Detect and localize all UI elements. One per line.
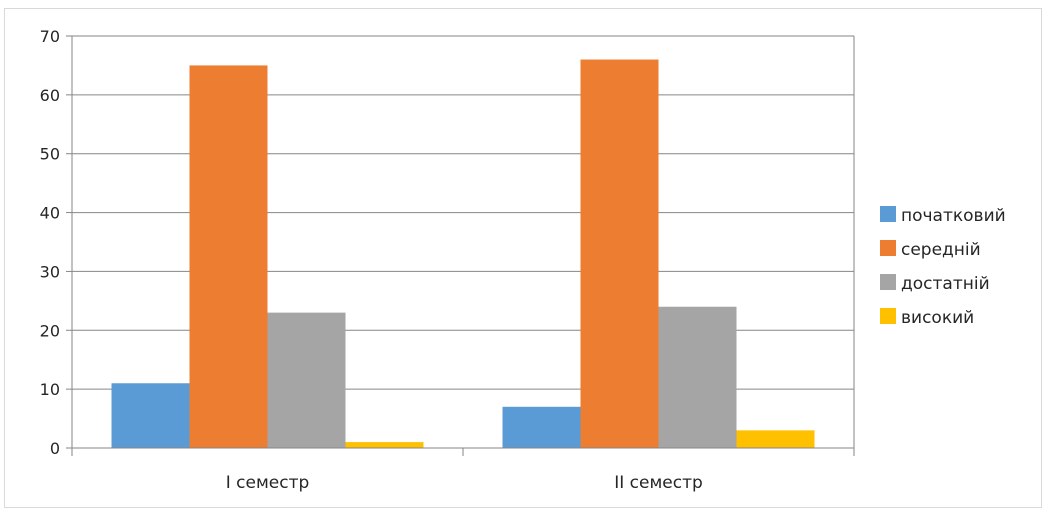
y-tick-label: 10 [40, 380, 60, 399]
y-tick-label: 20 [40, 321, 60, 340]
y-tick-label: 40 [40, 204, 60, 223]
bar-середній-1 [189, 65, 268, 448]
legend-label-початковий: початковий [901, 206, 1006, 226]
bar-високий-2 [736, 430, 815, 448]
y-tick-label: 50 [40, 145, 60, 164]
y-tick-label: 0 [50, 439, 60, 458]
y-tick-label: 30 [40, 262, 60, 281]
axes [71, 36, 855, 456]
legend-swatch-достатній [880, 274, 896, 290]
legend-swatch-високий [880, 308, 896, 324]
legend: початковий середній достатній високий [880, 206, 1006, 328]
x-axis-categories: I семестр II семестр [226, 473, 703, 493]
bar-достатній-1 [267, 312, 346, 448]
legend-swatch-середній [880, 240, 896, 256]
category-label-2: II семестр [614, 473, 703, 493]
bar-початковий-2 [502, 406, 581, 448]
bar-середній-2 [580, 59, 659, 449]
legend-label-високий: високий [901, 308, 974, 328]
legend-label-середній: середній [901, 240, 981, 260]
legend-swatch-початковий [880, 206, 896, 222]
gridlines [72, 35, 854, 390]
legend-label-достатній: достатній [901, 274, 990, 294]
bar-високий-1 [345, 442, 424, 448]
y-tick-label: 60 [40, 86, 60, 105]
y-axis-ticks: 0 10 20 30 40 50 60 70 [40, 27, 72, 458]
y-tick-label: 70 [40, 27, 60, 46]
category-label-1: I семестр [226, 473, 310, 493]
bar-початковий-1 [111, 383, 190, 448]
bars [111, 59, 815, 449]
bar-достатній-2 [658, 306, 737, 448]
